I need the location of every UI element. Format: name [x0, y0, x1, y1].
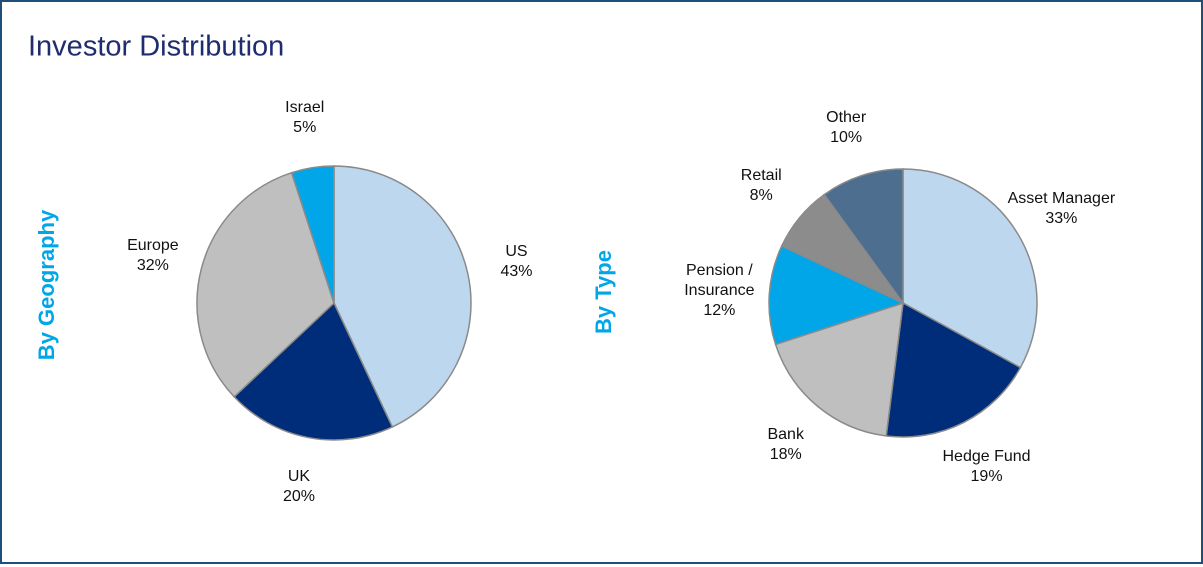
slice-label: US 43% [436, 227, 596, 297]
slice-category: Other [826, 109, 867, 126]
slice-category: Pension / Insurance [684, 262, 755, 300]
slice-value: 20% [282, 487, 315, 505]
slice-label: Pension / Insurance 12% [639, 256, 799, 326]
pie-slice [774, 301, 904, 437]
pie-slice [290, 165, 335, 304]
slice-label-box: Asset Manager 33% [981, 174, 1141, 244]
slice-category: Retail [740, 166, 782, 184]
slice-category: Europe [127, 237, 179, 255]
slice-category: UK [287, 467, 311, 485]
pie-slice [823, 168, 904, 306]
slice-label: Retail 8% [681, 151, 841, 221]
slice-category: Asset Manager [1007, 190, 1116, 208]
pie-slice [902, 168, 1038, 369]
slice-label: Israel 5% [225, 83, 385, 153]
slice-label-box: Israel 5% [225, 83, 385, 153]
slice-value: 12% [703, 302, 736, 320]
slice-label-box: Bank 18% [706, 410, 866, 480]
slice-value: 33% [1045, 210, 1078, 228]
pie-slice [333, 165, 472, 428]
slice-label-box: US 43% [436, 227, 596, 297]
side-title: By Type [591, 250, 616, 334]
slice-category: Israel [285, 99, 325, 117]
slice-label-box: Europe 32% [73, 221, 233, 291]
side-title: By Geography [34, 209, 59, 360]
slice-label-box: Other 10% [766, 93, 926, 163]
slice-label-box: Retail 8% [681, 151, 841, 221]
pie-slice [196, 171, 335, 398]
slice-category: Bank [767, 425, 804, 443]
pie-slice [233, 301, 394, 441]
slice-value: 19% [970, 467, 1003, 485]
slice-label: Hedge Fund 19% [907, 432, 1067, 502]
slice-value: 18% [769, 445, 802, 463]
slice-value: 32% [136, 257, 169, 275]
slice-label: UK 20% [219, 452, 379, 522]
slice-value: 5% [293, 119, 317, 137]
slice-value: 43% [500, 263, 533, 281]
slice-value: 10% [830, 129, 863, 146]
slice-label: Other 10% [766, 93, 926, 163]
slice-label: Asset Manager 33% [981, 174, 1141, 244]
slice-label-box: Hedge Fund 19% [907, 432, 1067, 502]
slice-category: Hedge Fund [942, 447, 1031, 465]
slice-category: US [505, 243, 528, 261]
slice-label: Europe 32% [73, 221, 233, 291]
slice-label-box: UK 20% [219, 452, 379, 522]
pie-slice [885, 301, 1022, 438]
slide-title: Investor Distribution [28, 31, 284, 63]
pie-slice [768, 244, 906, 346]
slice-value: 8% [749, 186, 773, 204]
slice-label: Bank 18% [706, 410, 866, 480]
slice-label-box: Pension / Insurance 12% [639, 256, 799, 326]
